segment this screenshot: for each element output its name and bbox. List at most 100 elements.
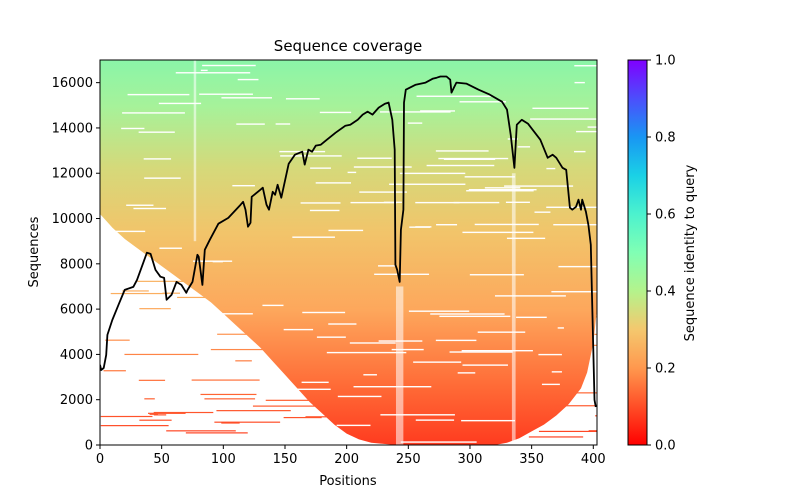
heatmap-strand: [235, 360, 252, 362]
heatmap-gap: [309, 209, 340, 212]
heatmap-gap: [158, 102, 202, 105]
heatmap-gap: [363, 374, 377, 376]
colorbar-label: Sequence identity to query: [683, 164, 698, 341]
heatmap-gap: [461, 349, 533, 352]
heatmap-gap: [576, 130, 597, 133]
heatmap-strand: [185, 432, 248, 434]
heatmap-strand: [153, 411, 214, 414]
heatmap-gap: [143, 158, 172, 160]
heatmap-gap: [415, 201, 460, 204]
heatmap-gap: [435, 150, 489, 152]
heatmap-gap: [468, 188, 537, 191]
colorbar-tick-label: 0.2: [655, 362, 676, 377]
y-tick-label: 4000: [60, 348, 93, 363]
heatmap-gap: [557, 327, 564, 329]
heatmap-gap: [357, 157, 392, 159]
heatmap-gap: [347, 171, 357, 174]
colorbar-tick-label: 0.0: [655, 439, 676, 454]
heatmap-strand: [210, 348, 263, 351]
heatmap-gap: [415, 226, 432, 228]
x-axis: 0 50 100 150 200 250 300 350 400: [96, 445, 606, 467]
heatmap-gap: [389, 183, 466, 185]
heatmap-gap: [466, 190, 534, 192]
y-tick-label: 10000: [52, 212, 93, 227]
heatmap-gap: [283, 328, 314, 331]
heatmap-gap: [353, 166, 412, 168]
y-tick-label: 14000: [52, 121, 93, 136]
heatmap-strand: [221, 422, 240, 424]
heatmap-gap: [291, 388, 331, 391]
heatmap-gap: [415, 419, 455, 421]
heatmap-gap: [430, 313, 505, 315]
x-tick-label: 400: [581, 452, 606, 467]
heatmap-gap: [516, 316, 547, 319]
heatmap-strand: [100, 415, 153, 418]
heatmap-strand: [252, 405, 323, 407]
colorbar-tick-label: 0.8: [655, 131, 676, 146]
heatmap-gap: [530, 118, 597, 120]
x-tick-label: 200: [334, 452, 359, 467]
heatmap-strand: [103, 370, 126, 372]
heatmap-gap: [200, 69, 208, 72]
heatmap-gap: [336, 424, 371, 427]
heatmap-gap: [449, 351, 513, 353]
heatmap-gap: [232, 184, 255, 187]
heatmap-gap: [236, 123, 265, 125]
heatmap-gap: [461, 419, 515, 422]
heatmap-strand: [166, 430, 236, 432]
heatmap-gap: [359, 191, 407, 193]
heatmap-gap: [505, 201, 530, 204]
heatmap-gap: [315, 182, 352, 184]
heatmap-gap: [301, 381, 329, 384]
heatmap-strand: [216, 410, 291, 412]
heatmap-strand: [139, 419, 172, 421]
heatmap-gap: [316, 336, 346, 338]
heatmap-gap: [319, 111, 352, 114]
heatmap-gap: [193, 260, 233, 262]
heatmap-gap: [504, 185, 574, 187]
heatmap-strand: [538, 430, 597, 433]
heatmap-strand: [265, 399, 319, 401]
x-tick-label: 350: [519, 452, 544, 467]
y-tick-label: 16000: [52, 76, 93, 91]
heatmap-gap: [438, 157, 509, 160]
y-tick-label: 6000: [60, 303, 93, 318]
heatmap-gap-column: [193, 60, 197, 242]
colorbar-ticks: 0.0 0.2 0.4 0.6 0.8 1.0: [647, 54, 676, 454]
heatmap-strand: [148, 412, 186, 414]
y-axis-label: Sequences: [27, 216, 42, 287]
heatmap-strand: [594, 333, 597, 335]
heatmap-gap: [407, 122, 423, 124]
heatmap-gap: [416, 95, 491, 97]
heatmap-gap: [426, 164, 495, 167]
heatmap-strand: [138, 379, 166, 381]
heatmap-gap: [380, 414, 455, 416]
heatmap-gap: [453, 201, 500, 204]
plot-frame: [99, 59, 598, 446]
heatmap-gap: [507, 138, 518, 140]
heatmap-gap-column: [511, 173, 516, 445]
heatmap-gap: [484, 187, 521, 189]
heatmap-gap: [532, 107, 589, 110]
heatmap-gap: [553, 223, 597, 226]
chart-title: Sequence coverage: [274, 37, 422, 55]
heatmap-gap: [159, 247, 182, 249]
heatmap-strand: [105, 339, 130, 341]
colorbar-tick-label: 1.0: [655, 54, 676, 69]
heatmap-gap: [138, 131, 175, 133]
heatmap-strand: [191, 379, 260, 381]
x-tick-label: 150: [273, 452, 298, 467]
heatmap-gap: [420, 110, 455, 112]
heatmap-gap: [199, 93, 253, 95]
heatmap-strand: [100, 425, 169, 427]
heatmap-strand: [124, 353, 199, 356]
y-axis: 0 2000 4000 6000 8000 10000 12000 14000 16000: [52, 76, 100, 454]
heatmap-strand: [144, 398, 155, 400]
x-axis-label: Positions: [319, 474, 377, 489]
heatmap-strand: [122, 290, 149, 292]
heatmap-gap: [212, 260, 223, 263]
heatmap-gap: [534, 211, 551, 213]
heatmap-gap: [399, 172, 466, 175]
heatmap-strand: [149, 413, 158, 415]
y-tick-label: 2000: [60, 393, 93, 408]
